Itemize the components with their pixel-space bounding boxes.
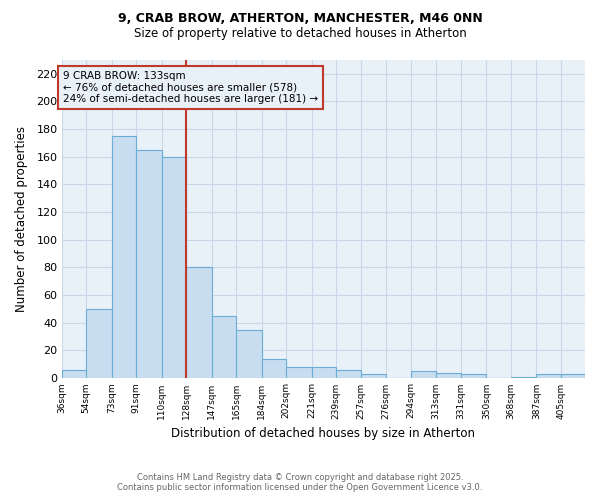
Bar (286, 367, 312, 378)
Bar (560, 374, 585, 378)
Bar (312, 367, 336, 378)
Text: Contains HM Land Registry data © Crown copyright and database right 2025.
Contai: Contains HM Land Registry data © Crown c… (118, 473, 482, 492)
Bar (436, 372, 461, 378)
Y-axis label: Number of detached properties: Number of detached properties (15, 126, 28, 312)
Bar (62, 370, 86, 378)
Bar (136, 150, 162, 378)
Bar (461, 374, 486, 378)
Text: 9, CRAB BROW, ATHERTON, MANCHESTER, M46 0NN: 9, CRAB BROW, ATHERTON, MANCHESTER, M46 … (118, 12, 482, 26)
Bar (361, 374, 386, 378)
Bar (236, 330, 262, 378)
Bar (186, 268, 212, 378)
Text: Size of property relative to detached houses in Atherton: Size of property relative to detached ho… (134, 28, 466, 40)
X-axis label: Distribution of detached houses by size in Atherton: Distribution of detached houses by size … (172, 427, 475, 440)
Bar (112, 136, 136, 378)
Bar (410, 371, 436, 378)
Text: 9 CRAB BROW: 133sqm
← 76% of detached houses are smaller (578)
24% of semi-detac: 9 CRAB BROW: 133sqm ← 76% of detached ho… (63, 71, 318, 104)
Bar (86, 309, 112, 378)
Bar (336, 370, 361, 378)
Bar (162, 157, 186, 378)
Bar (511, 376, 536, 378)
Bar (262, 359, 286, 378)
Bar (212, 316, 236, 378)
Bar (536, 374, 560, 378)
